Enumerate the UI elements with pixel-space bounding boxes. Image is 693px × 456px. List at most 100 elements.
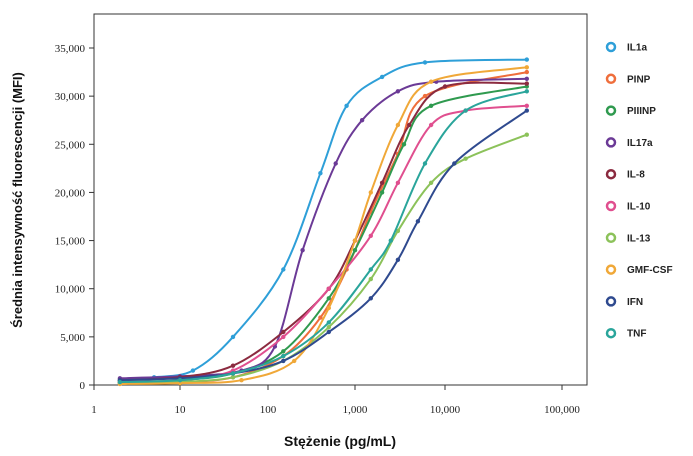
series-il1a [117, 57, 529, 383]
data-point [190, 368, 196, 373]
legend-marker [605, 200, 617, 212]
data-point [368, 190, 373, 195]
x-tick-label: 1 [91, 404, 97, 416]
data-point [177, 378, 183, 383]
data-point [318, 171, 323, 176]
data-point [230, 371, 236, 376]
data-point [395, 122, 401, 128]
series-pinp [117, 69, 529, 386]
data-point [524, 132, 529, 137]
data-point [230, 375, 236, 380]
data-point [428, 103, 434, 109]
legend-item-pinp: PINP [605, 73, 651, 85]
y-tick-label: 15,000 [55, 236, 86, 248]
series-line-il-10 [118, 104, 528, 384]
data-point [326, 329, 331, 335]
data-point [281, 349, 286, 354]
data-point [407, 122, 412, 128]
data-point [428, 122, 434, 128]
data-point [388, 238, 393, 243]
data-point [281, 267, 286, 272]
data-point [524, 57, 529, 62]
series-line-piiinp [118, 85, 528, 384]
legend-marker [605, 264, 617, 275]
y-tick-label: 0 [80, 380, 86, 392]
y-axis-title: Średnia intensywność fluorescencji (MFI) [10, 72, 25, 328]
series-il-10 [117, 103, 529, 385]
data-point [281, 353, 286, 359]
data-point [379, 74, 385, 80]
data-point [379, 190, 385, 195]
data-point [524, 65, 529, 70]
data-point [333, 161, 338, 166]
data-point [318, 315, 323, 320]
data-point [359, 118, 365, 123]
data-point [368, 267, 373, 272]
legend-label: IL1a [627, 43, 647, 54]
data-point [428, 79, 434, 84]
data-point [230, 334, 236, 340]
data-point [524, 81, 529, 86]
data-point [368, 233, 373, 238]
data-point [281, 358, 286, 364]
data-point [292, 358, 297, 364]
series-il-8 [117, 81, 529, 383]
legend-label: GMF-CSF [627, 265, 673, 276]
data-point [422, 60, 428, 65]
data-point [326, 320, 331, 325]
legend-item-il-10: IL-10 [605, 200, 651, 213]
legend-marker [605, 296, 617, 307]
legend-label: TNF [627, 329, 646, 340]
y-tick-label: 30,000 [55, 91, 86, 103]
data-point [395, 89, 401, 94]
series-line-il-8 [118, 81, 528, 382]
legend-label: IFN [627, 297, 643, 308]
data-point [379, 180, 385, 185]
plot-area-frame [93, 13, 588, 386]
data-point [415, 219, 421, 224]
data-point [422, 161, 428, 166]
data-point [117, 379, 123, 385]
legend-marker [605, 137, 617, 148]
legend-marker [605, 73, 617, 85]
legend-label: PIIINP [627, 106, 656, 117]
data-point [395, 257, 401, 262]
y-tick-label: 20,000 [55, 187, 86, 199]
data-point [524, 69, 529, 75]
data-point [463, 108, 468, 113]
legend-item-il-8: IL-8 [605, 168, 645, 181]
y-tick-label: 35,000 [55, 43, 86, 55]
data-point [326, 296, 331, 301]
x-axis-title: Stężenie (pg/mL) [284, 433, 396, 449]
data-point [368, 296, 373, 301]
legend-item-piiinp: PIIINP [605, 105, 656, 117]
data-point [281, 329, 286, 335]
data-point [326, 305, 331, 311]
series-line-tnf [118, 90, 528, 384]
data-point [452, 161, 457, 166]
x-tick-label: 10 [175, 404, 187, 416]
legend-marker [605, 105, 617, 116]
legend-label: PINP [627, 74, 651, 85]
data-point [352, 248, 358, 253]
legend-item-il1a: IL1a [605, 41, 647, 54]
data-point [524, 76, 529, 82]
data-point [524, 108, 529, 113]
series-ifn [117, 108, 529, 383]
x-tick-label: 1,000 [343, 404, 368, 416]
data-point [524, 103, 529, 109]
legend-item-ifn: IFN [605, 296, 643, 308]
legend-marker [605, 232, 617, 244]
legend-item-il17a: IL17a [605, 137, 653, 149]
data-point [442, 84, 448, 89]
data-point [428, 180, 434, 185]
series-line-ifn [118, 109, 528, 382]
legend-label: IL-10 [627, 202, 651, 213]
x-tick-label: 10,000 [430, 404, 461, 416]
data-point [395, 180, 401, 185]
legend-marker [605, 41, 617, 53]
legend-label: IL-8 [627, 170, 645, 181]
data-point [300, 248, 305, 253]
data-point [352, 238, 358, 243]
